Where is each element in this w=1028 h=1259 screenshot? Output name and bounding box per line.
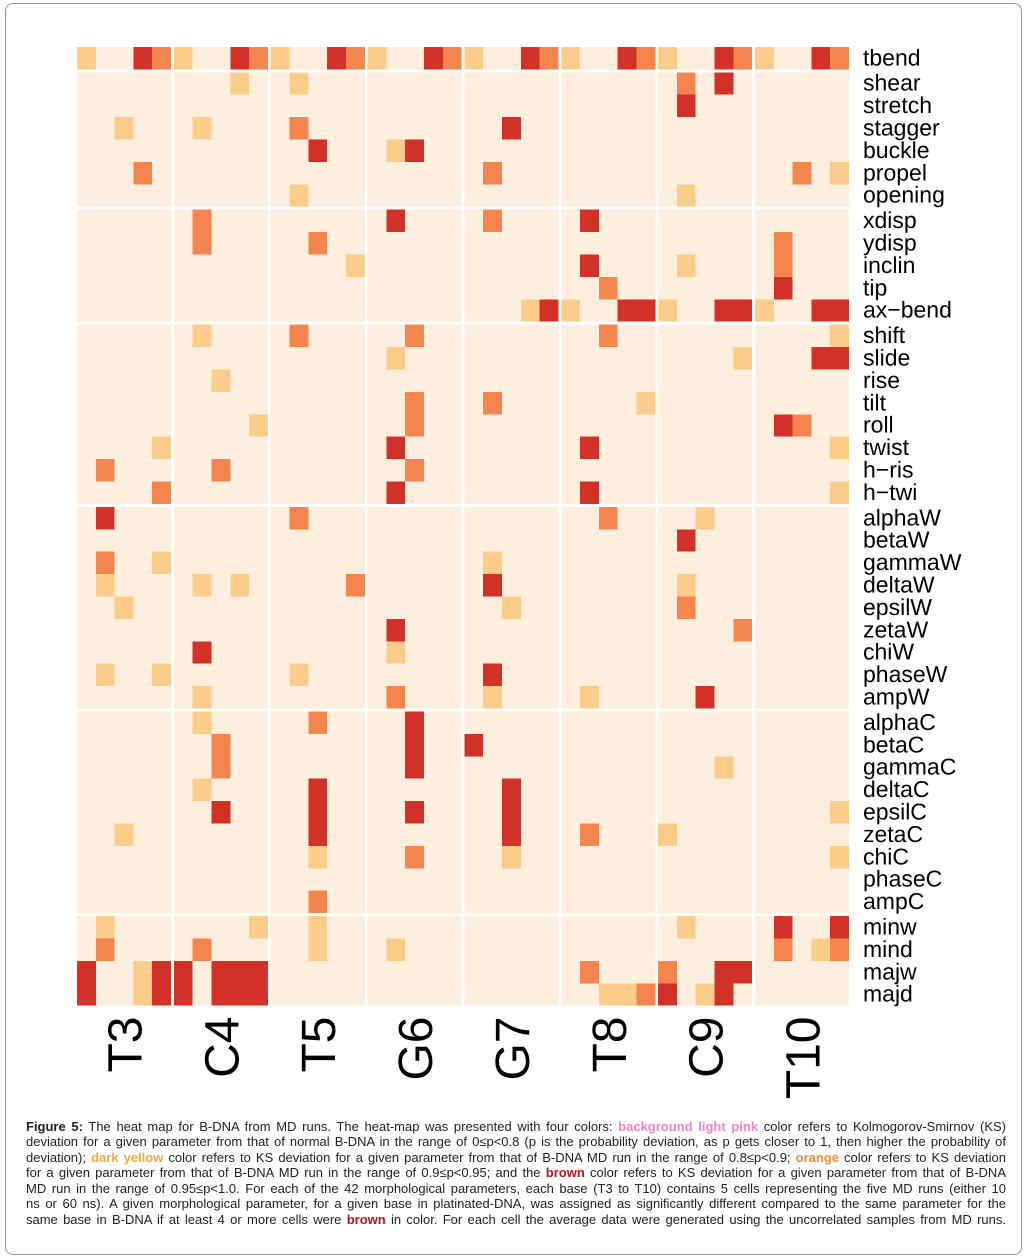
svg-text:tbend: tbend: [863, 44, 921, 70]
svg-text:zetaC: zetaC: [863, 821, 923, 847]
svg-text:zetaW: zetaW: [863, 616, 928, 642]
svg-text:tip: tip: [863, 274, 887, 300]
svg-text:gammaC: gammaC: [863, 754, 956, 780]
svg-text:betaC: betaC: [863, 731, 924, 757]
svg-text:stagger: stagger: [863, 115, 940, 141]
svg-text:propel: propel: [863, 159, 927, 185]
svg-text:opening: opening: [863, 182, 945, 208]
svg-text:inclin: inclin: [863, 252, 915, 278]
svg-text:roll: roll: [863, 412, 894, 438]
svg-text:h−ris: h−ris: [863, 457, 914, 483]
svg-text:phaseC: phaseC: [863, 866, 942, 892]
svg-text:buckle: buckle: [863, 137, 929, 163]
svg-text:tilt: tilt: [863, 389, 887, 415]
svg-text:epsilC: epsilC: [863, 799, 927, 825]
svg-text:twist: twist: [863, 434, 910, 460]
svg-text:ydisp: ydisp: [863, 230, 917, 256]
svg-text:xdisp: xdisp: [863, 207, 917, 233]
svg-text:ampC: ampC: [863, 888, 924, 914]
svg-text:chiW: chiW: [863, 639, 914, 665]
svg-text:ampW: ampW: [863, 684, 930, 710]
svg-text:h−twi: h−twi: [863, 479, 917, 505]
svg-text:stretch: stretch: [863, 92, 932, 118]
svg-text:deltaW: deltaW: [863, 572, 935, 598]
svg-text:G6: G6: [390, 1017, 443, 1081]
svg-text:T3: T3: [100, 1017, 153, 1073]
svg-text:deltaC: deltaC: [863, 776, 929, 802]
svg-text:shear: shear: [863, 70, 921, 96]
svg-text:slide: slide: [863, 345, 910, 371]
svg-text:mind: mind: [863, 936, 913, 962]
svg-text:alphaW: alphaW: [863, 504, 941, 530]
svg-text:C9: C9: [681, 1017, 734, 1078]
svg-text:epsilW: epsilW: [863, 594, 932, 620]
svg-text:rise: rise: [863, 367, 900, 393]
svg-text:phaseW: phaseW: [863, 661, 948, 687]
svg-text:majd: majd: [863, 981, 913, 1007]
svg-text:betaW: betaW: [863, 527, 930, 553]
svg-text:T5: T5: [293, 1017, 346, 1073]
svg-text:C4: C4: [196, 1017, 249, 1078]
svg-text:minw: minw: [863, 914, 917, 940]
svg-text:gammaW: gammaW: [863, 549, 962, 575]
svg-text:G7: G7: [487, 1017, 540, 1081]
svg-text:alphaC: alphaC: [863, 709, 936, 735]
svg-text:T8: T8: [584, 1017, 637, 1073]
svg-text:T10: T10: [777, 1017, 830, 1100]
svg-text:chiC: chiC: [863, 843, 909, 869]
svg-text:majw: majw: [863, 958, 917, 984]
svg-text:ax−bend: ax−bend: [863, 297, 952, 323]
svg-text:shift: shift: [863, 322, 906, 348]
